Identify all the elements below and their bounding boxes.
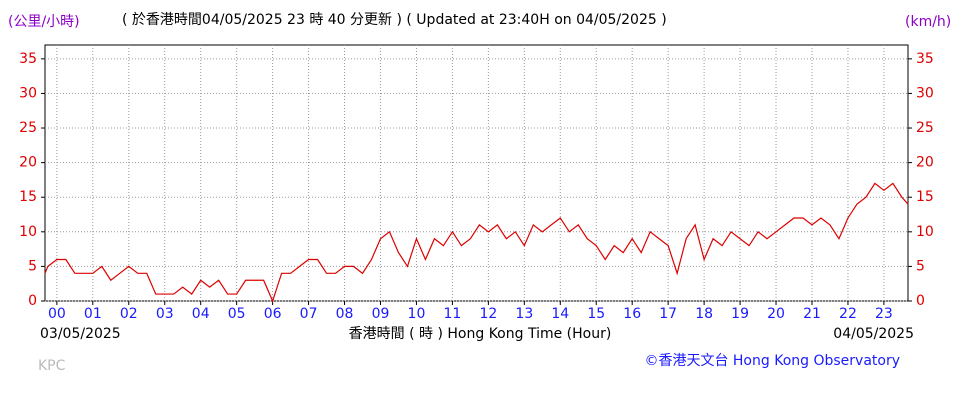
y2-tick-label: 20 [916, 155, 934, 171]
x-tick-label: 07 [300, 306, 318, 322]
data-line [44, 182, 909, 303]
x-tick-label: 16 [623, 306, 641, 322]
plot-frame [44, 44, 909, 302]
y2-axis-unit: (km/h) [905, 14, 951, 30]
chart-title: ( 於香港時間04/05/2025 23 時 40 分更新 ) ( Update… [122, 12, 667, 28]
y-tick-label: 0 [28, 293, 37, 309]
y2-tick-label: 0 [916, 293, 925, 309]
credit: ©香港天文台 Hong Kong Observatory [644, 353, 900, 369]
y-tick-label: 20 [19, 155, 37, 171]
x-tick-label: 01 [84, 306, 102, 322]
x-tick-label: 09 [372, 306, 390, 322]
x-tick-label: 22 [839, 306, 857, 322]
x-tick-label: 11 [443, 306, 461, 322]
x-tick-label: 00 [48, 306, 66, 322]
x-tick-label: 06 [264, 306, 282, 322]
y2-tick-label: 15 [916, 189, 934, 205]
x-tick-label: 14 [551, 306, 569, 322]
y-tick-label: 30 [19, 85, 37, 101]
y-tick-label: 15 [19, 189, 37, 205]
x-tick-label: 08 [336, 306, 354, 322]
x-tick-label: 10 [408, 306, 426, 322]
x-tick-label: 20 [767, 306, 785, 322]
start-date: 03/05/2025 [40, 326, 121, 342]
x-tick-label: 03 [156, 306, 174, 322]
station-code: KPC [38, 358, 66, 374]
y-tick-label: 25 [19, 120, 37, 136]
x-tick-label: 12 [479, 306, 497, 322]
x-tick-label: 13 [515, 306, 533, 322]
y2-tick-label: 30 [916, 85, 934, 101]
end-date: 04/05/2025 [833, 326, 914, 342]
x-axis-label: 香港時間 ( 時 ) Hong Kong Time (Hour) [349, 326, 612, 342]
x-tick-label: 23 [875, 306, 893, 322]
y2-tick-label: 35 [916, 51, 934, 67]
x-tick-label: 17 [659, 306, 677, 322]
y2-tick-label: 25 [916, 120, 934, 136]
y-tick-label: 35 [19, 51, 37, 67]
x-tick-label: 04 [192, 306, 210, 322]
y2-tick-label: 5 [916, 258, 925, 274]
y-axis-unit: (公里/小時) [8, 14, 80, 30]
x-tick-label: 18 [695, 306, 713, 322]
x-tick-label: 15 [587, 306, 605, 322]
x-tick-label: 05 [228, 306, 246, 322]
x-tick-label: 19 [731, 306, 749, 322]
y-tick-label: 10 [19, 224, 37, 240]
y-tick-label: 5 [28, 258, 37, 274]
x-tick-label: 02 [120, 306, 138, 322]
y2-tick-label: 10 [916, 224, 934, 240]
x-tick-label: 21 [803, 306, 821, 322]
